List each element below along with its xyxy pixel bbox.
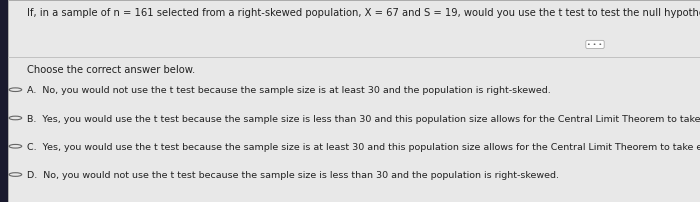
FancyBboxPatch shape bbox=[0, 0, 8, 202]
Text: • • •: • • • bbox=[587, 42, 603, 47]
Text: If, in a sample of n = 161 selected from a right-skewed population, Χ = 67 and S: If, in a sample of n = 161 selected from… bbox=[27, 8, 700, 18]
Text: B.  Yes, you would use the t test because the sample size is less than 30 and th: B. Yes, you would use the t test because… bbox=[27, 115, 700, 124]
Text: D.  No, you would not use the t test because the sample size is less than 30 and: D. No, you would not use the t test beca… bbox=[27, 171, 559, 180]
Text: A.  No, you would not use the t test because the sample size is at least 30 and : A. No, you would not use the t test beca… bbox=[27, 86, 550, 96]
FancyBboxPatch shape bbox=[8, 0, 700, 202]
Text: C.  Yes, you would use the t test because the sample size is at least 30 and thi: C. Yes, you would use the t test because… bbox=[27, 143, 700, 152]
Text: Choose the correct answer below.: Choose the correct answer below. bbox=[27, 65, 195, 75]
